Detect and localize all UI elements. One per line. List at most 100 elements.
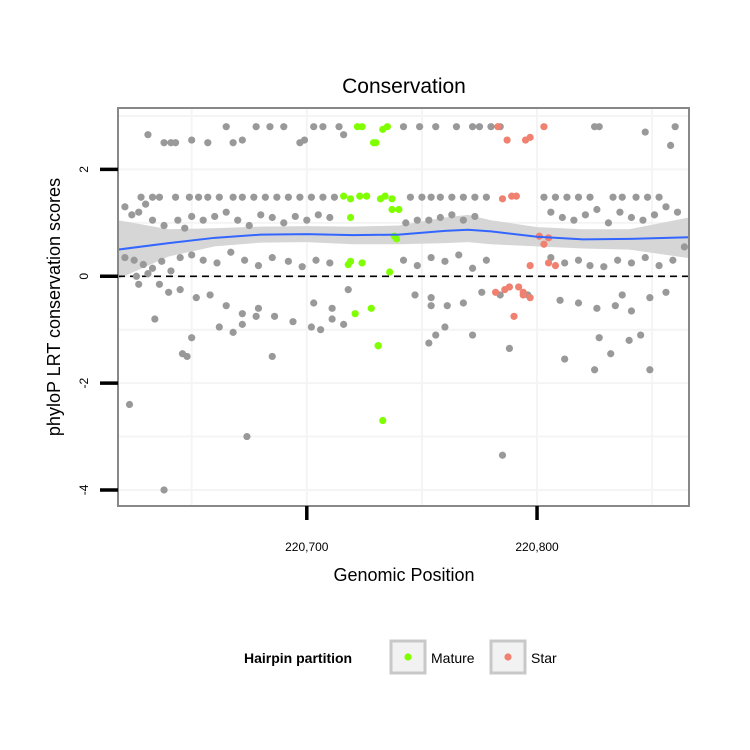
point-other — [148, 264, 157, 272]
point-star — [512, 192, 520, 200]
point-other — [595, 123, 603, 131]
point-other — [563, 193, 571, 201]
point-other — [482, 193, 490, 201]
legend-marker-star — [504, 653, 512, 661]
point-other — [411, 291, 419, 299]
point-other — [238, 136, 246, 144]
point-star — [540, 123, 548, 131]
point-other — [261, 193, 269, 201]
point-mature — [351, 310, 359, 318]
point-star — [515, 283, 523, 291]
point-star — [494, 123, 502, 131]
point-mature — [340, 192, 348, 200]
point-mature — [372, 139, 380, 147]
point-other — [128, 211, 136, 219]
point-other — [300, 136, 309, 144]
point-other — [307, 323, 316, 331]
legend-label-mature: Mature — [431, 650, 475, 666]
point-other — [655, 261, 663, 270]
point-other — [250, 193, 258, 201]
point-other — [540, 193, 548, 201]
point-other — [155, 280, 164, 288]
point-other — [130, 256, 138, 264]
point-other — [399, 256, 408, 264]
point-other — [581, 211, 589, 219]
point-mature — [358, 123, 366, 131]
point-other — [574, 299, 583, 307]
point-other — [637, 331, 645, 339]
y-tick-label: -4 — [77, 484, 91, 495]
point-other — [121, 253, 129, 262]
point-other — [441, 323, 449, 331]
point-other — [174, 216, 182, 224]
x-axis-label: Genomic Position — [333, 565, 474, 585]
point-other — [669, 256, 677, 264]
point-other — [625, 336, 633, 344]
point-other — [289, 318, 297, 326]
point-other — [215, 323, 223, 331]
point-other — [121, 203, 129, 211]
point-other — [639, 216, 647, 224]
point-other — [317, 326, 325, 334]
point-other — [229, 328, 237, 336]
point-other — [319, 123, 327, 131]
point-other — [280, 219, 288, 227]
point-other — [436, 193, 444, 201]
point-other — [268, 253, 276, 262]
point-other — [574, 256, 583, 264]
point-other — [561, 259, 569, 267]
point-other — [273, 193, 281, 201]
point-other — [427, 302, 435, 310]
point-other — [330, 193, 339, 201]
point-other — [192, 294, 200, 302]
point-other — [211, 212, 219, 221]
point-other — [340, 320, 348, 328]
point-other — [148, 216, 157, 224]
point-other — [310, 299, 318, 307]
point-star — [551, 261, 560, 270]
point-other — [482, 256, 490, 264]
point-other — [160, 486, 168, 494]
point-other — [135, 208, 143, 216]
point-mature — [358, 259, 366, 267]
point-other — [459, 216, 467, 224]
point-other — [611, 302, 619, 310]
point-other — [222, 208, 230, 216]
point-other — [646, 366, 654, 374]
point-other — [448, 193, 456, 201]
point-other — [328, 304, 336, 312]
point-other — [643, 193, 652, 201]
point-other — [254, 261, 263, 270]
point-star — [498, 195, 507, 203]
point-other — [627, 259, 636, 267]
point-other — [561, 355, 569, 363]
point-other — [641, 253, 649, 262]
point-other — [155, 193, 164, 201]
point-other — [229, 139, 237, 147]
point-other — [680, 243, 688, 251]
point-other — [181, 224, 189, 232]
point-other — [547, 208, 555, 216]
data-points — [121, 123, 688, 494]
point-other — [148, 193, 157, 201]
point-other — [125, 400, 134, 409]
y-tick-label: 0 — [77, 273, 91, 280]
point-star — [540, 240, 548, 248]
point-other — [432, 331, 440, 339]
point-mature — [379, 416, 387, 425]
point-other — [406, 193, 415, 201]
point-other — [475, 123, 484, 131]
point-other — [614, 256, 622, 264]
point-other — [280, 123, 288, 131]
point-other — [455, 251, 463, 259]
point-other — [158, 257, 166, 265]
point-other — [176, 286, 184, 294]
point-star — [519, 291, 527, 299]
legend-key-mature — [389, 639, 427, 675]
point-other — [215, 193, 223, 201]
point-other — [314, 211, 322, 219]
point-other — [600, 263, 608, 271]
point-other — [427, 253, 435, 262]
point-other — [326, 213, 334, 222]
point-other — [432, 123, 440, 131]
